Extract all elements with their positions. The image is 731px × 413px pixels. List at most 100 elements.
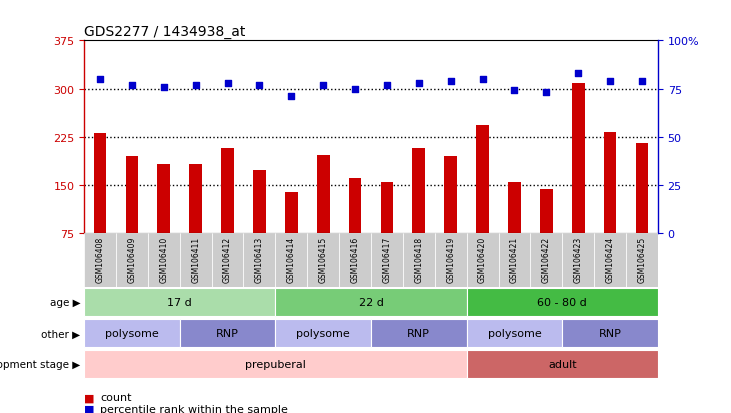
Text: development stage ▶: development stage ▶: [0, 359, 80, 370]
Bar: [84, 289, 276, 316]
Bar: [180, 320, 276, 347]
Text: ■: ■: [84, 392, 94, 402]
Bar: [466, 233, 499, 287]
Text: GSM106411: GSM106411: [191, 236, 200, 282]
Text: RNP: RNP: [599, 328, 621, 339]
Point: [94, 76, 106, 83]
Point: [349, 86, 361, 93]
Point: [190, 82, 202, 89]
Text: prepuberal: prepuberal: [245, 359, 306, 370]
Text: 22 d: 22 d: [358, 297, 384, 308]
Bar: [189, 164, 202, 233]
Text: RNP: RNP: [216, 328, 239, 339]
Bar: [435, 233, 466, 287]
Bar: [635, 144, 648, 233]
Bar: [285, 193, 298, 233]
Text: GSM106413: GSM106413: [255, 236, 264, 282]
Bar: [626, 233, 658, 287]
Bar: [211, 233, 243, 287]
Text: GSM106415: GSM106415: [319, 236, 327, 282]
Bar: [403, 233, 435, 287]
Text: polysome: polysome: [296, 328, 350, 339]
Point: [445, 78, 457, 85]
Bar: [508, 182, 520, 233]
Text: GSM106409: GSM106409: [127, 236, 137, 282]
Text: polysome: polysome: [488, 328, 542, 339]
Text: GSM106425: GSM106425: [637, 236, 646, 282]
Point: [221, 80, 233, 87]
Text: GSM106424: GSM106424: [605, 236, 615, 282]
Bar: [531, 233, 562, 287]
Text: GSM106417: GSM106417: [382, 236, 391, 282]
Bar: [540, 190, 553, 233]
Bar: [444, 157, 457, 233]
Text: GSM106422: GSM106422: [542, 236, 551, 282]
Text: GSM106418: GSM106418: [414, 236, 423, 282]
Text: GSM106423: GSM106423: [574, 236, 583, 282]
Bar: [412, 149, 425, 233]
Text: GSM106421: GSM106421: [510, 236, 519, 282]
Bar: [466, 320, 562, 347]
Bar: [371, 233, 403, 287]
Bar: [604, 133, 616, 233]
Text: GSM106410: GSM106410: [159, 236, 168, 282]
Text: polysome: polysome: [105, 328, 159, 339]
Point: [254, 82, 265, 89]
Bar: [371, 320, 466, 347]
Bar: [317, 155, 330, 233]
Bar: [243, 233, 276, 287]
Bar: [116, 233, 148, 287]
Point: [540, 90, 552, 97]
Point: [381, 82, 393, 89]
Text: 60 - 80 d: 60 - 80 d: [537, 297, 587, 308]
Text: other ▶: other ▶: [41, 328, 80, 339]
Text: GDS2277 / 1434938_at: GDS2277 / 1434938_at: [84, 25, 246, 39]
Text: GSM106420: GSM106420: [478, 236, 487, 282]
Text: RNP: RNP: [407, 328, 431, 339]
Bar: [562, 233, 594, 287]
Bar: [276, 233, 307, 287]
Bar: [594, 233, 626, 287]
Point: [413, 80, 425, 87]
Point: [285, 94, 297, 100]
Bar: [126, 157, 138, 233]
Text: age ▶: age ▶: [50, 297, 80, 308]
Bar: [499, 233, 531, 287]
Bar: [562, 320, 658, 347]
Text: GSM106408: GSM106408: [96, 236, 105, 282]
Bar: [157, 164, 170, 233]
Bar: [221, 149, 234, 233]
Point: [158, 84, 170, 91]
Text: 17 d: 17 d: [167, 297, 192, 308]
Text: GSM106419: GSM106419: [446, 236, 455, 282]
Point: [605, 78, 616, 85]
Point: [636, 78, 648, 85]
Bar: [276, 320, 371, 347]
Bar: [253, 171, 266, 233]
Bar: [94, 134, 107, 233]
Text: adult: adult: [548, 359, 577, 370]
Bar: [84, 351, 466, 378]
Point: [509, 88, 520, 95]
Bar: [339, 233, 371, 287]
Bar: [84, 320, 180, 347]
Point: [477, 76, 488, 83]
Bar: [349, 179, 361, 233]
Bar: [476, 126, 489, 233]
Point: [572, 71, 584, 77]
Text: GSM106416: GSM106416: [351, 236, 360, 282]
Point: [317, 82, 329, 89]
Bar: [307, 233, 339, 287]
Bar: [276, 289, 466, 316]
Text: count: count: [100, 392, 132, 402]
Text: percentile rank within the sample: percentile rank within the sample: [100, 404, 288, 413]
Text: GSM106414: GSM106414: [287, 236, 296, 282]
Bar: [466, 289, 658, 316]
Point: [126, 82, 137, 89]
Bar: [148, 233, 180, 287]
Bar: [381, 182, 393, 233]
Text: ■: ■: [84, 404, 94, 413]
Bar: [180, 233, 211, 287]
Bar: [84, 233, 116, 287]
Bar: [466, 351, 658, 378]
